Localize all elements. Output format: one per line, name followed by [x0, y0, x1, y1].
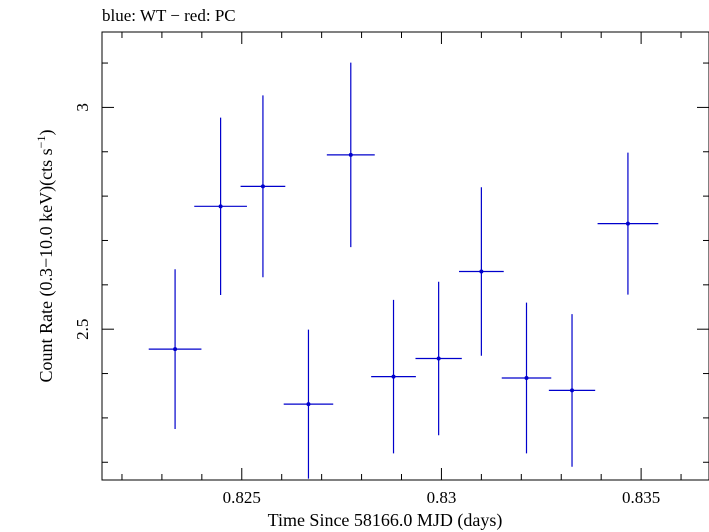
- y-axis-label-end: ): [36, 130, 57, 136]
- point-marker: [479, 269, 484, 274]
- point-marker: [436, 356, 441, 361]
- data-point: [283, 329, 334, 479]
- data-point: [548, 314, 596, 467]
- point-marker: [218, 204, 223, 209]
- point-marker: [173, 347, 178, 352]
- data-point: [240, 95, 286, 278]
- x-axis-label: Time Since 58166.0 MJD (days): [268, 510, 503, 531]
- y-axis-label-sup: −1: [34, 136, 48, 149]
- data-point: [597, 152, 659, 295]
- x-tick-label: 0.835: [622, 488, 660, 507]
- y-tick-label: 3: [73, 103, 92, 112]
- point-marker: [524, 375, 529, 380]
- point-marker: [348, 152, 353, 157]
- data-point: [415, 281, 462, 436]
- data-point: [148, 269, 202, 429]
- point-marker: [625, 221, 630, 226]
- data-point: [459, 187, 504, 356]
- axis-ticks: [102, 32, 709, 480]
- point-marker: [260, 184, 265, 189]
- data-point: [194, 117, 247, 296]
- x-tick-label: 0.83: [427, 488, 457, 507]
- data-point: [371, 299, 416, 454]
- point-marker: [391, 374, 396, 379]
- data-points: [148, 62, 659, 479]
- data-point: [501, 302, 552, 454]
- x-tick-label: 0.825: [223, 488, 261, 507]
- y-tick-label: 2.5: [73, 319, 92, 340]
- point-marker: [570, 388, 575, 393]
- y-axis-label-main: Count Rate (0.3−10.0 keV)(cts s: [36, 148, 57, 382]
- y-axis-label: Count Rate (0.3−10.0 keV)(cts s−1): [34, 130, 57, 383]
- plot-frame: [101, 31, 709, 481]
- chart-title: blue: WT − red: PC: [102, 6, 236, 25]
- tick-labels: 0.825 0.83 0.835 2.5 3: [73, 103, 660, 507]
- data-point: [326, 62, 375, 248]
- point-marker: [306, 402, 311, 407]
